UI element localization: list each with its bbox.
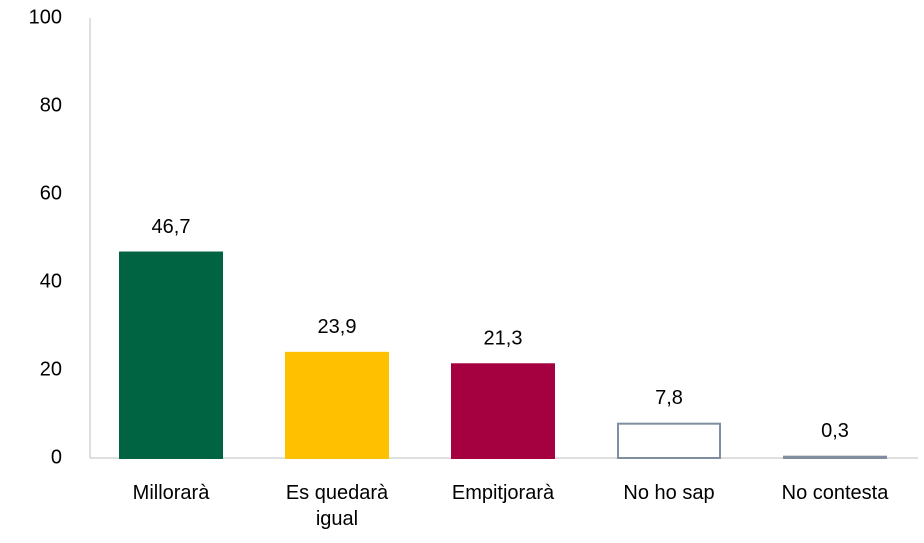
data-label: 21,3	[484, 328, 523, 350]
bar	[285, 351, 389, 459]
y-tick-label: 20	[40, 358, 62, 380]
data-label: 46,7	[152, 216, 191, 238]
x-tick-label: No ho sap	[623, 482, 715, 504]
data-label: 0,3	[821, 420, 849, 442]
bar	[451, 363, 555, 459]
x-tick-label: Es quedarà igual	[285, 482, 389, 530]
y-tick-label: 60	[40, 182, 62, 204]
bar	[119, 251, 223, 459]
y-tick-label: 80	[40, 94, 62, 116]
y-tick-label: 100	[29, 6, 62, 28]
data-label: 23,9	[318, 316, 357, 338]
y-tick-label: 40	[40, 270, 62, 292]
x-tick-label: Millorarà	[132, 482, 210, 504]
x-tick-label: No contesta	[781, 482, 889, 504]
x-tick-label: Empitjorarà	[451, 482, 555, 504]
bar	[617, 422, 721, 459]
bar	[783, 455, 887, 459]
data-label: 7,8	[655, 387, 683, 409]
y-tick-label: 0	[51, 446, 62, 468]
